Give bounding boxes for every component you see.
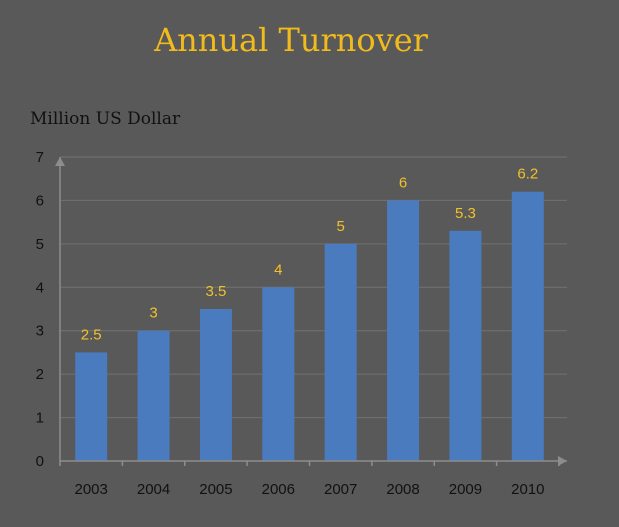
bar-2003 — [75, 352, 108, 461]
bar-2005 — [199, 309, 232, 461]
bar-2008 — [387, 200, 420, 461]
x-tick-label-2009: 2009 — [449, 481, 482, 498]
data-label-2006: 4 — [274, 261, 282, 278]
data-label-2008: 6 — [399, 174, 407, 191]
bar-2009 — [449, 230, 482, 461]
y-tick-label-4: 4 — [36, 279, 44, 296]
x-tick-label-2005: 2005 — [199, 481, 232, 498]
data-label-2005: 3.5 — [206, 283, 227, 300]
y-axis-label: Million US Dollar — [30, 109, 181, 129]
data-label-2003: 2.5 — [81, 326, 102, 343]
chart-title: Annual Turnover — [153, 21, 429, 59]
y-tick-label-0: 0 — [36, 453, 44, 470]
data-label-2004: 3 — [149, 305, 157, 322]
data-label-2007: 5 — [337, 218, 345, 235]
bar-2007 — [324, 243, 357, 461]
y-tick-label-3: 3 — [36, 323, 44, 340]
x-tick-label-2010: 2010 — [511, 481, 544, 498]
bar-2006 — [262, 287, 295, 461]
data-label-2009: 5.3 — [455, 205, 476, 222]
data-label-2010: 6.2 — [517, 166, 538, 183]
bar-2004 — [137, 330, 170, 461]
x-tick-label-2003: 2003 — [75, 481, 108, 498]
bars — [75, 191, 544, 461]
x-tick-label-2004: 2004 — [137, 481, 170, 498]
x-tick-labels: 2003 2004 2005 2006 2007 2008 2009 2010 — [75, 481, 545, 498]
y-tick-label-6: 6 — [36, 192, 44, 209]
x-tick-label-2008: 2008 — [386, 481, 419, 498]
x-tick-label-2006: 2006 — [262, 481, 295, 498]
x-tick-label-2007: 2007 — [324, 481, 357, 498]
axes — [55, 157, 567, 466]
y-tick-label-1: 1 — [36, 410, 44, 427]
bar-2010 — [511, 191, 544, 461]
x-axis-arrow — [558, 456, 567, 466]
y-tick-label-7: 7 — [36, 149, 44, 166]
data-labels: 2.5 3 3.5 4 5 6 5.3 6.2 — [81, 166, 538, 344]
y-axis-arrow — [55, 157, 65, 166]
y-tick-label-2: 2 — [36, 366, 44, 383]
y-tick-label-5: 5 — [36, 236, 44, 253]
y-tick-labels: 0 1 2 3 4 5 6 7 — [36, 149, 44, 470]
